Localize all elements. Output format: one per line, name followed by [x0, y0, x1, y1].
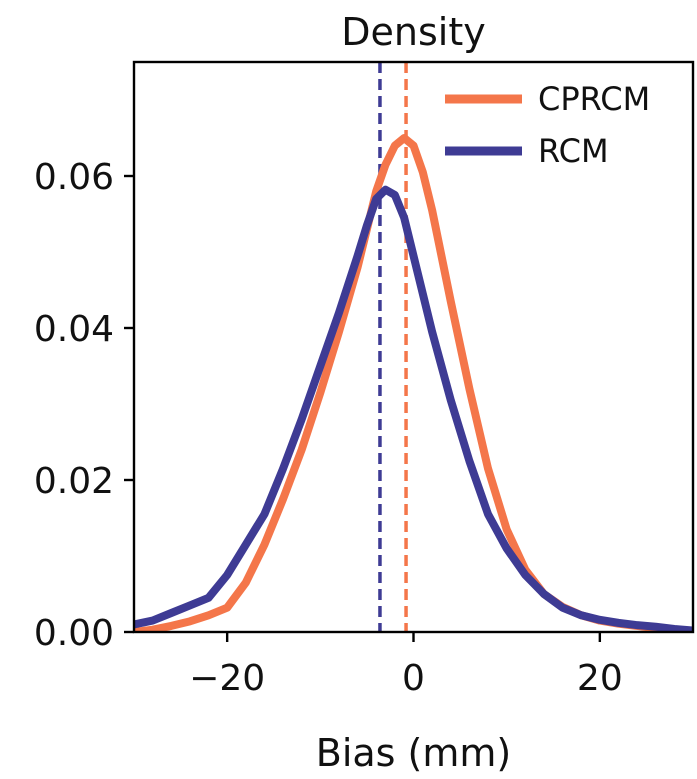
y-tick-label: 0.06: [34, 157, 114, 198]
legend-label-cprcm: CPRCM: [538, 80, 650, 118]
x-tick-label: 0: [402, 658, 425, 699]
chart-title: Density: [341, 10, 485, 54]
x-tick-label: −20: [189, 658, 265, 699]
density-curve-rcm: [134, 185, 693, 632]
legend-label-rcm: RCM: [538, 132, 609, 170]
x-axis-label: Bias (mm): [316, 731, 511, 775]
legend: CPRCM RCM: [445, 80, 650, 170]
x-tick-label: 20: [577, 658, 623, 699]
plot-area: [134, 62, 693, 632]
y-tick-label: 0.02: [34, 461, 114, 502]
y-tick-label: 0.04: [34, 309, 114, 350]
axes: −20 0 20 0.00 0.02 0.04 0.06: [34, 60, 695, 699]
y-tick-label: 0.00: [34, 613, 114, 654]
density-curve-cprcm: [134, 134, 693, 632]
